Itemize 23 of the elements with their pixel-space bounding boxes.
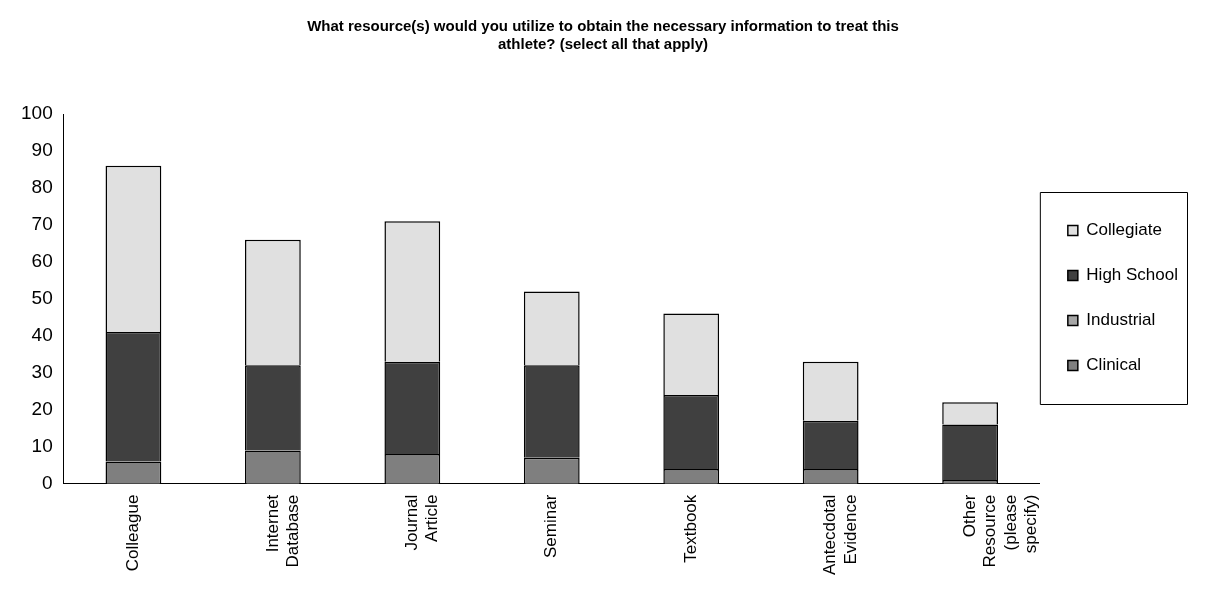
y-tick-label: 20	[31, 397, 53, 419]
y-tick-label: 70	[31, 213, 53, 235]
y-tick-label: 30	[31, 361, 53, 382]
y-tick-label: 0	[42, 471, 53, 493]
legend-label: High School	[1086, 265, 1179, 285]
y-tick-label: 80	[31, 176, 53, 198]
x-tick-label: Antecdotal Evidence	[820, 494, 860, 576]
y-tick-label: 40	[31, 324, 53, 346]
legend-label: Collegiate	[1086, 220, 1162, 240]
chart-title: What resource(s) would you utilize to obtain the necessary information to treat this athlete? (select all that apply)	[307, 17, 899, 53]
x-tick-label: Other Resource (please specify)	[959, 494, 1040, 568]
y-tick-label: 90	[31, 139, 53, 161]
x-tick-label: Colleague	[123, 494, 143, 572]
x-tick-label: Journal Article	[402, 494, 442, 551]
legend-label: Industrial	[1086, 310, 1156, 330]
y-tick-label: 60	[31, 250, 53, 272]
x-tick-label: Seminar	[541, 494, 561, 558]
x-tick-label: Textbook	[680, 494, 700, 563]
x-tick-label: Internet Database	[262, 494, 302, 568]
y-tick-label: 100	[21, 102, 53, 124]
legend-label: Clinical	[1086, 355, 1142, 375]
y-tick-label: 10	[31, 434, 53, 456]
y-tick-label: 50	[31, 287, 53, 309]
